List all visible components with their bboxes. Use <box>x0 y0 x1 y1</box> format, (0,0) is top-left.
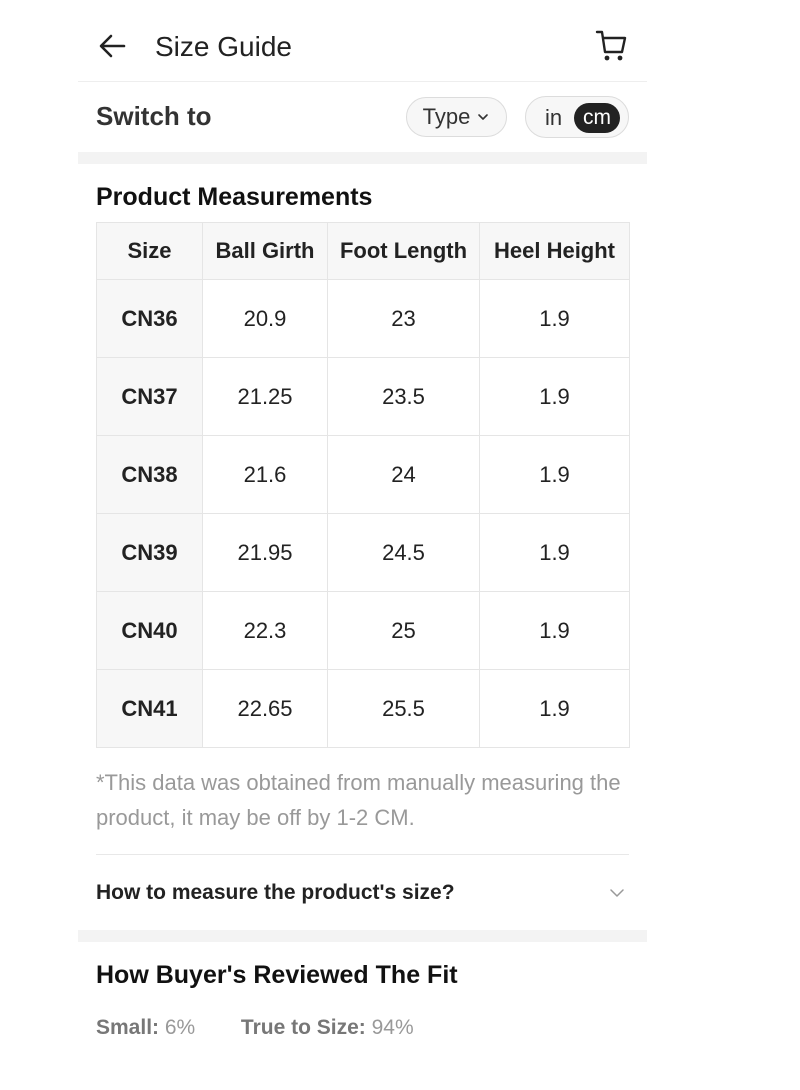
table-cell: 1.9 <box>479 513 630 592</box>
size-cell: CN40 <box>96 591 203 670</box>
size-cell: CN39 <box>96 513 203 592</box>
chevron-down-icon <box>610 889 624 897</box>
table-cell: 1.9 <box>479 591 630 670</box>
column-header: Foot Length <box>327 222 480 280</box>
type-label: Type <box>422 104 471 129</box>
section-divider <box>78 152 647 164</box>
table-row: CN41 22.65 25.5 1.9 <box>96 669 630 748</box>
table-cell: 23 <box>327 279 480 358</box>
measurement-note: *This data was obtained from manually me… <box>96 770 621 830</box>
table-cell: 21.95 <box>202 513 328 592</box>
table-cell: 21.6 <box>202 435 328 514</box>
table-cell: 22.65 <box>202 669 328 748</box>
how-to-measure-label: How to measure the product's size? <box>96 881 455 904</box>
header: Size Guide <box>78 0 647 82</box>
table-cell: 1.9 <box>479 279 630 358</box>
table-cell: 23.5 <box>327 357 480 436</box>
how-to-measure-row[interactable]: How to measure the product's size? <box>96 854 629 930</box>
chevron-down-icon <box>478 114 489 120</box>
size-guide-panel: Size Guide Switch to Type in cm Product … <box>78 0 647 1090</box>
fit-title: How Buyer's Reviewed The Fit <box>96 961 458 989</box>
size-cell: CN41 <box>96 669 203 748</box>
measurements-table: Size Ball Girth Foot Length Heel Height … <box>96 222 630 748</box>
fit-small-label: Small: <box>96 1016 160 1039</box>
type-dropdown[interactable]: Type <box>406 97 507 137</box>
table-cell: 25.5 <box>327 669 480 748</box>
table-cell: 24.5 <box>327 513 480 592</box>
size-cell: CN38 <box>96 435 203 514</box>
column-header: Ball Girth <box>202 222 328 280</box>
arrow-left-icon[interactable] <box>96 30 128 62</box>
fit-summary: Small: 6% True to Size: 94% <box>96 1013 414 1043</box>
size-cell: CN37 <box>96 357 203 436</box>
unit-cm-option[interactable]: cm <box>574 103 620 133</box>
column-header: Size <box>96 222 203 280</box>
section-divider <box>78 930 647 942</box>
measurements-title: Product Measurements <box>96 183 373 211</box>
unit-in-option[interactable]: in <box>545 105 563 130</box>
table-row: CN36 20.9 23 1.9 <box>96 279 630 358</box>
table-cell: 22.3 <box>202 591 328 670</box>
unit-toggle[interactable]: in cm <box>525 96 629 138</box>
table-row: CN39 21.95 24.5 1.9 <box>96 513 630 592</box>
page-title: Size Guide <box>155 31 292 62</box>
table-row: CN40 22.3 25 1.9 <box>96 591 630 670</box>
fit-true-value: 94% <box>371 1016 414 1039</box>
table-cell: 1.9 <box>479 669 630 748</box>
switch-label: Switch to <box>96 101 212 131</box>
table-row: CN37 21.25 23.5 1.9 <box>96 357 630 436</box>
switch-row: Switch to Type in cm <box>78 83 647 152</box>
table-cell: 24 <box>327 435 480 514</box>
table-cell: 25 <box>327 591 480 670</box>
fit-small-value: 6% <box>164 1016 196 1039</box>
table-cell: 1.9 <box>479 357 630 436</box>
table-cell: 20.9 <box>202 279 328 358</box>
size-cell: CN36 <box>96 279 203 358</box>
table-row: CN38 21.6 24 1.9 <box>96 435 630 514</box>
table-header-row: Size Ball Girth Foot Length Heel Height <box>96 222 630 280</box>
column-header: Heel Height <box>479 222 630 280</box>
shopping-cart-icon[interactable] <box>594 28 628 64</box>
fit-true-label: True to Size: <box>240 1016 366 1039</box>
table-cell: 1.9 <box>479 435 630 514</box>
table-cell: 21.25 <box>202 357 328 436</box>
